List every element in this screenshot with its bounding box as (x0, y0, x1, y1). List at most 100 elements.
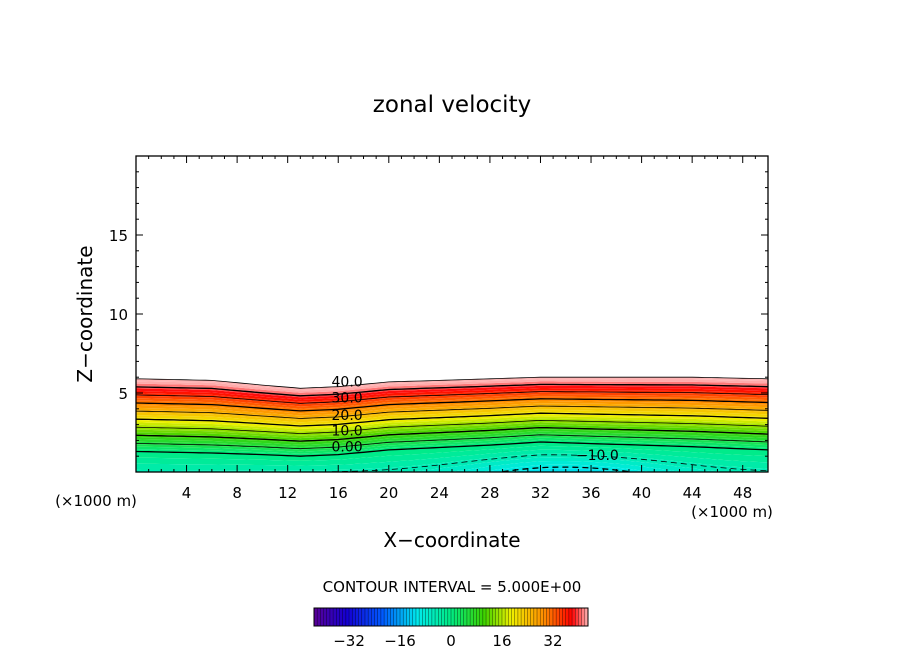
colorbar-cell (460, 608, 465, 626)
contour-band (136, 379, 768, 393)
colorbar-cell (345, 608, 350, 626)
colorbar-cell (489, 608, 493, 626)
colorbar-cell (406, 608, 410, 626)
colorbar-cell (530, 608, 535, 626)
colorbar-cell (380, 608, 385, 626)
contour-label: 0.00 (332, 439, 363, 455)
contour-band (136, 464, 768, 472)
x-tick-label: 16 (329, 484, 348, 502)
y-tick-label: 15 (109, 227, 128, 245)
contour-band (136, 377, 768, 391)
contour-band (136, 385, 768, 400)
colorbar-cell (425, 608, 429, 626)
colorbar-cell (562, 608, 566, 626)
contour-label: 40.0 (332, 375, 363, 391)
contour-interval-text: CONTOUR INTERVAL = 5.000E+00 (323, 578, 582, 596)
colorbar-cell (349, 608, 353, 626)
colorbar-tick-label: 16 (492, 632, 511, 650)
y-axis-label: Z−coordinate (73, 245, 97, 382)
colorbar-cell (364, 608, 369, 626)
colorbar-cell (336, 608, 340, 626)
x-tick-label: 44 (683, 484, 702, 502)
x-tick-label: 28 (480, 484, 499, 502)
colorbar-cell (431, 608, 436, 626)
colorbar-cell (476, 608, 480, 626)
contour-line (135, 405, 769, 419)
colorbar-cell (578, 608, 582, 626)
colorbar-cell (466, 608, 471, 626)
x-axis-label: X−coordinate (383, 528, 520, 552)
colorbar-cell (546, 608, 551, 626)
colorbar-cell (329, 608, 334, 626)
y-tick-label: 5 (118, 385, 128, 403)
colorbar-cell (415, 608, 420, 626)
colorbar-cell (352, 608, 356, 626)
colorbar-cell (361, 608, 366, 626)
colorbar-cell (441, 608, 445, 626)
colorbar-cell (317, 608, 321, 626)
colorbar-cell (479, 608, 484, 626)
colorbar-cell (511, 608, 516, 626)
colorbar-cell (374, 608, 379, 626)
colorbar-cell (473, 608, 477, 626)
colorbar-cell (451, 608, 455, 626)
colorbar-cell (419, 608, 423, 626)
contour-labels: 40.030.0 20.010.00.00 −10.0 (332, 375, 619, 464)
colorbar-cell (486, 608, 490, 626)
colorbar-cell (549, 608, 554, 626)
chart-title: zonal velocity (373, 92, 531, 118)
colorbar-cell (524, 608, 528, 626)
contour-band (136, 431, 768, 448)
contour-band (136, 461, 768, 472)
contour-line (135, 419, 769, 435)
contour-band (136, 390, 768, 405)
colorbar-cell (320, 608, 324, 626)
colorbar-tick-label: −32 (333, 632, 365, 650)
contour-line (135, 376, 769, 389)
colorbar-cell (454, 608, 458, 626)
colorbar-cell (463, 608, 468, 626)
y-tick-label: 10 (109, 306, 128, 324)
contour-line (135, 398, 769, 412)
contour-line (331, 454, 769, 473)
colorbar-ticks: −32 −16 0 16 32 (333, 632, 562, 650)
colorbar-cell (428, 608, 433, 626)
colorbar-cell (368, 608, 372, 626)
contour-band (136, 445, 768, 466)
colorbar-cell (358, 608, 363, 626)
colorbar-cell (517, 608, 522, 626)
contour-band (136, 468, 768, 472)
x-tick-label: 40 (632, 484, 651, 502)
colorbar-tick-label: 32 (543, 632, 562, 650)
x-tick-label: 4 (182, 484, 192, 502)
contour-band (136, 429, 768, 445)
colorbar-cell (581, 608, 586, 626)
x-tick-label: 20 (379, 484, 398, 502)
colorbar-cell (326, 608, 331, 626)
colorbar-cell (422, 608, 426, 626)
colorbar-cell (435, 608, 439, 626)
contour-band (136, 381, 768, 396)
colorbar-cell (533, 608, 538, 626)
x-axis-ticks: 4 8 12 16 20 24 28 32 36 40 44 48 (135, 156, 769, 502)
colorbar-cell (400, 608, 404, 626)
x-tick-label: 36 (581, 484, 600, 502)
colorbar-cell (572, 608, 576, 626)
colorbar-cell (492, 608, 496, 626)
x-tick-label: 12 (278, 484, 297, 502)
colorbar-cell (498, 608, 503, 626)
contour-label: 10.0 (332, 424, 363, 440)
contour-lines (135, 376, 769, 473)
contour-label: 20.0 (332, 408, 363, 424)
colorbar-cell (482, 608, 487, 626)
colorbar-cell (342, 608, 347, 626)
colorbar-cell (314, 608, 318, 626)
colorbar-cell (575, 608, 579, 626)
colorbar-cell (508, 608, 512, 626)
colorbar-cell (438, 608, 442, 626)
contour-line (135, 412, 769, 427)
colorbar-cell (444, 608, 449, 626)
contour-line (135, 434, 769, 450)
x-tick-label: 32 (531, 484, 550, 502)
colorbar-cell (355, 608, 359, 626)
